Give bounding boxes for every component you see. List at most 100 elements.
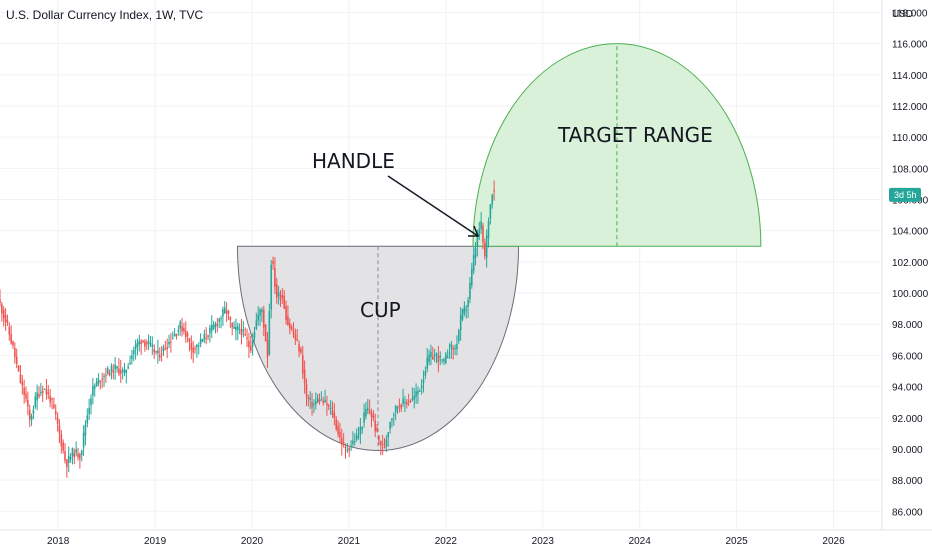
candle-body xyxy=(476,234,479,248)
candle-body xyxy=(177,329,180,332)
candle-body xyxy=(233,326,235,329)
candle-body xyxy=(450,343,453,349)
time-tick-label: 2024 xyxy=(629,536,652,547)
price-badge: 3d 5h xyxy=(889,187,921,202)
candle-body xyxy=(1,304,3,314)
candle-body xyxy=(110,365,113,372)
candle-body xyxy=(62,442,64,451)
candle-body xyxy=(407,401,410,403)
candle-body xyxy=(158,355,161,358)
candle-body xyxy=(108,372,111,376)
candle-body xyxy=(422,379,425,384)
price-tick-label: 86.000 xyxy=(892,507,923,518)
candle-body xyxy=(333,413,336,419)
candle-body xyxy=(203,334,206,340)
candle-body xyxy=(79,454,81,459)
candle-body xyxy=(236,326,239,330)
candle-body xyxy=(385,439,388,447)
candle-body xyxy=(335,419,338,430)
candle-body xyxy=(194,348,196,350)
candle-body xyxy=(402,398,404,404)
price-tick-label: 94.000 xyxy=(892,383,923,394)
candle-body xyxy=(253,332,256,338)
candle-body xyxy=(391,418,393,421)
candle-body xyxy=(474,248,477,259)
candle-body xyxy=(316,397,319,402)
candle-body xyxy=(170,341,172,343)
candle-body xyxy=(36,392,38,401)
candle-body xyxy=(171,338,174,340)
candle-body xyxy=(95,381,98,387)
candle-body xyxy=(281,295,284,298)
candle-body xyxy=(86,415,89,424)
candle-body xyxy=(8,326,11,335)
candle-body xyxy=(140,341,142,345)
candle-body xyxy=(201,339,204,342)
candle-body xyxy=(398,405,401,407)
candle-body xyxy=(424,371,427,376)
candle-body xyxy=(376,428,378,432)
time-tick-label: 2018 xyxy=(47,536,70,547)
candle-body xyxy=(290,326,293,330)
candle-body xyxy=(298,343,300,352)
candle-body xyxy=(199,338,202,344)
candle-body xyxy=(30,415,33,421)
candle-body xyxy=(15,356,18,365)
price-axis[interactable]: 86.000 88.000 90.000 92.000 94.000 96.000 98.0… xyxy=(892,8,929,518)
candle-body xyxy=(164,349,167,351)
candle-body xyxy=(181,326,183,332)
candle-body xyxy=(88,407,90,415)
candle-body xyxy=(119,369,122,374)
candle-body xyxy=(23,387,25,396)
candle-body xyxy=(307,397,310,399)
candle-body xyxy=(77,453,79,458)
candle-body xyxy=(482,225,484,243)
candle-body xyxy=(439,355,442,358)
candle-body xyxy=(47,392,50,394)
candle-body xyxy=(105,375,107,377)
candle-body xyxy=(197,345,200,347)
candle-body xyxy=(101,378,103,380)
handle-label: HANDLE xyxy=(312,149,395,173)
candle-body xyxy=(82,432,85,448)
candle-body xyxy=(212,324,215,330)
candle-body xyxy=(337,425,339,434)
candle-body xyxy=(471,268,473,286)
candle-body xyxy=(437,355,440,362)
candle-body xyxy=(445,354,447,364)
candle-body xyxy=(264,324,267,342)
candle-body xyxy=(489,204,492,219)
candle-body xyxy=(186,333,189,337)
price-tick-label: 114.000 xyxy=(892,71,928,82)
candle-body xyxy=(134,344,137,350)
candle-body xyxy=(73,452,76,458)
candle-body xyxy=(251,340,254,347)
price-tick-label: 88.000 xyxy=(892,476,923,487)
cup-shape xyxy=(236,245,520,451)
candle-body xyxy=(216,324,219,326)
candle-body xyxy=(409,400,412,402)
candle-body xyxy=(64,451,66,461)
candle-body xyxy=(370,412,373,417)
candle-body xyxy=(420,385,423,389)
candle-body xyxy=(223,307,226,314)
candle-body xyxy=(292,330,295,335)
candle-body xyxy=(266,339,269,358)
candle-body xyxy=(446,356,449,359)
candle-body xyxy=(149,342,152,345)
time-axis[interactable]: 2018 2019 2020 2021 2022 2023 2024 2025 2026 xyxy=(47,536,845,547)
candle-body xyxy=(270,264,272,310)
candle-body xyxy=(324,399,326,403)
candle-body xyxy=(288,323,291,329)
candle-body xyxy=(257,314,259,321)
candle-body xyxy=(118,368,120,375)
candle-body xyxy=(218,318,220,322)
handle-arrow xyxy=(387,175,480,237)
candle-body xyxy=(459,315,462,331)
candle-body xyxy=(0,299,1,304)
candle-body xyxy=(413,395,416,400)
candle-body xyxy=(275,284,278,298)
candle-body xyxy=(318,399,321,403)
candle-body xyxy=(207,335,209,337)
